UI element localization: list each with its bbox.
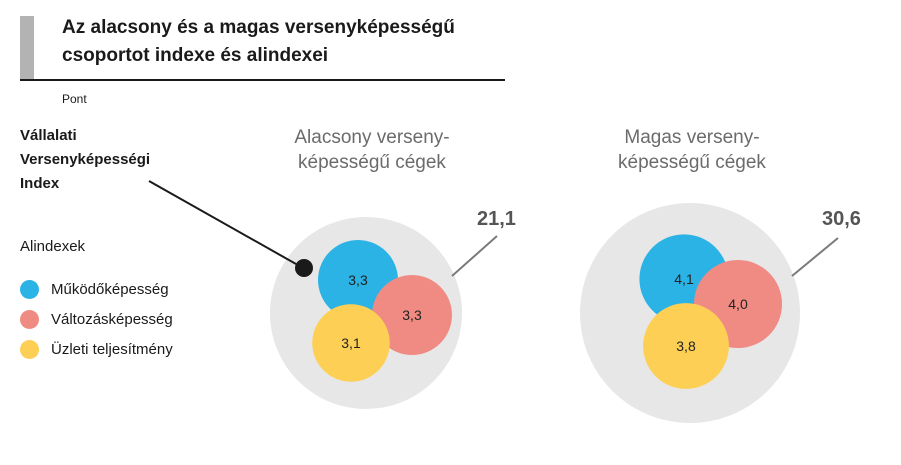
index-value-high: 30,6: [822, 208, 861, 230]
index-label-line3: Index: [20, 175, 60, 192]
legend-item-uzleti-teljesitmeny: Üzleti teljesítmény: [20, 334, 173, 364]
legend-item-mukodokepesseg: Működőképesség: [20, 274, 173, 304]
subindex-bubble-1: [372, 275, 452, 355]
legend-label: Változásképesség: [51, 310, 173, 328]
legend-label: Működőképesség: [51, 280, 169, 298]
legend-swatch: [20, 339, 39, 359]
index-label-line1: Vállalati: [20, 127, 77, 144]
subindex-legend-title: Alindexek: [20, 238, 86, 255]
chart-title: Az alacsony és a magas versenyképességű …: [62, 14, 522, 70]
legend-swatch: [20, 279, 39, 299]
index-annotation-label: Vállalati Versenyképességi Index: [20, 124, 220, 196]
index-pointer-line: [148, 180, 297, 265]
index-marker-dot: [295, 259, 313, 277]
subindex-value-label: 3,3: [402, 307, 422, 323]
panel-title-high-line1: Magas verseny-: [624, 127, 760, 148]
panel-title-low: Alacsony verseny- képességű cégek: [252, 125, 492, 175]
chart-title-line1: Az alacsony és a magas versenyképességű: [62, 17, 455, 38]
index-value-low: 21,1: [477, 208, 516, 230]
index-label-line2: Versenyképességi: [20, 151, 151, 168]
legend-swatch: [20, 309, 39, 329]
title-rule: [20, 79, 505, 81]
subindex-bubble-2: [643, 303, 729, 389]
index-connector-line: [451, 235, 498, 277]
panel-title-high-line2: képességű cégek: [618, 152, 766, 173]
title-accent-bar: [20, 16, 34, 80]
subindex-value-label: 3,3: [348, 272, 368, 288]
unit-label: Pont: [62, 92, 87, 106]
chart-title-line2: csoportot indexe és alindexei: [62, 45, 329, 66]
subindex-value-label: 4,1: [674, 271, 694, 287]
legend: Működőképesség Változásképesség Üzleti t…: [20, 274, 173, 364]
subindex-value-label: 3,8: [676, 338, 696, 354]
subindex-bubble-2: [312, 304, 390, 382]
panel-title-low-line1: Alacsony verseny-: [294, 127, 450, 148]
index-connector-line: [791, 237, 839, 277]
subindex-value-label: 3,1: [341, 335, 361, 351]
legend-item-valtozaskepesseg: Változásképesség: [20, 304, 173, 334]
legend-label: Üzleti teljesítmény: [51, 340, 173, 358]
panel-title-high: Magas verseny- képességű cégek: [572, 125, 812, 175]
panel-title-low-line2: képességű cégek: [298, 152, 446, 173]
subindex-value-label: 4,0: [728, 296, 748, 312]
